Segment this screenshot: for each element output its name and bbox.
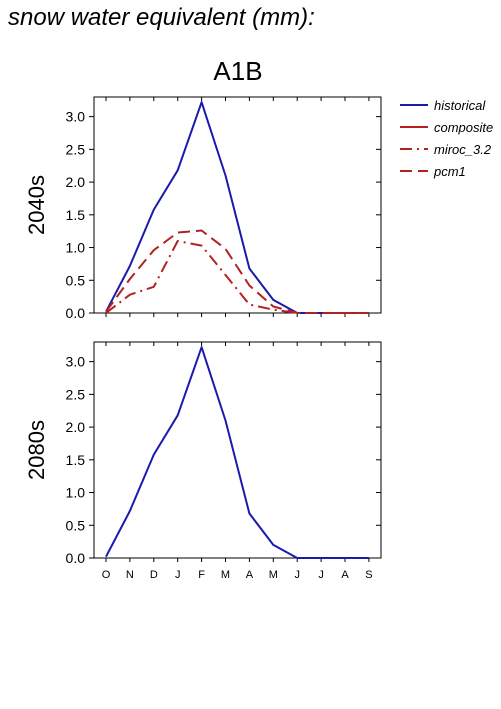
x-tick-label: N	[126, 569, 134, 581]
y-axis-label: 2040s	[24, 175, 49, 235]
y-tick-label: 2.5	[66, 141, 86, 157]
y-tick-label: 1.0	[66, 240, 86, 256]
series-line-historical	[105, 346, 369, 559]
panel-2080s: 0.0 0.5 1.0 1.5 2.0 2.5 3.0 O N D J F M A M J J A S 2080s	[24, 341, 382, 581]
y-tick-label: 0.0	[66, 305, 86, 321]
x-tick-label: J	[294, 569, 300, 581]
y-tick-label: 2.0	[66, 174, 86, 190]
y-tick-label: 2.5	[66, 386, 86, 402]
plot-frame	[93, 96, 382, 314]
y-tick-label: 2.0	[66, 419, 86, 435]
y-axis-label: 2080s	[24, 420, 49, 480]
plot-frame	[93, 341, 382, 559]
x-tick-label: D	[150, 569, 158, 581]
y-tick-label: 3.0	[66, 109, 86, 125]
series-line-miroc-3-2	[105, 240, 369, 314]
legend-label: composite	[434, 120, 493, 135]
x-tick-label: J	[318, 569, 324, 581]
panel-2040s: 0.0 0.5 1.0 1.5 2.0 2.5 3.0 2040s	[24, 96, 382, 321]
x-tick-label: O	[102, 569, 111, 581]
x-tick-label: M	[221, 569, 230, 581]
x-tick-label: M	[269, 569, 278, 581]
series-line-pcm1	[105, 229, 369, 314]
x-tick-label: S	[365, 569, 372, 581]
legend-label: miroc_3.2	[434, 142, 492, 157]
y-tick-label: 1.0	[66, 485, 86, 501]
x-tick-label: A	[341, 569, 349, 581]
page-title: snow water equivalent (mm):	[8, 4, 315, 31]
y-tick-label: 0.5	[66, 517, 86, 533]
y-tick-label: 0.5	[66, 272, 86, 288]
legend-label: pcm1	[433, 164, 466, 179]
y-tick-label: 1.5	[66, 207, 86, 223]
x-tick-label: A	[246, 569, 254, 581]
y-tick-label: 0.0	[66, 550, 86, 566]
chart-title: A1B	[213, 56, 262, 86]
legend: historical composite miroc_3.2 pcm1	[400, 98, 493, 179]
y-tick-label: 1.5	[66, 452, 86, 468]
legend-label: historical	[434, 98, 486, 113]
x-tick-label: F	[198, 569, 205, 581]
x-tick-label: J	[175, 569, 181, 581]
y-tick-label: 3.0	[66, 354, 86, 370]
series-line-historical	[105, 101, 369, 314]
